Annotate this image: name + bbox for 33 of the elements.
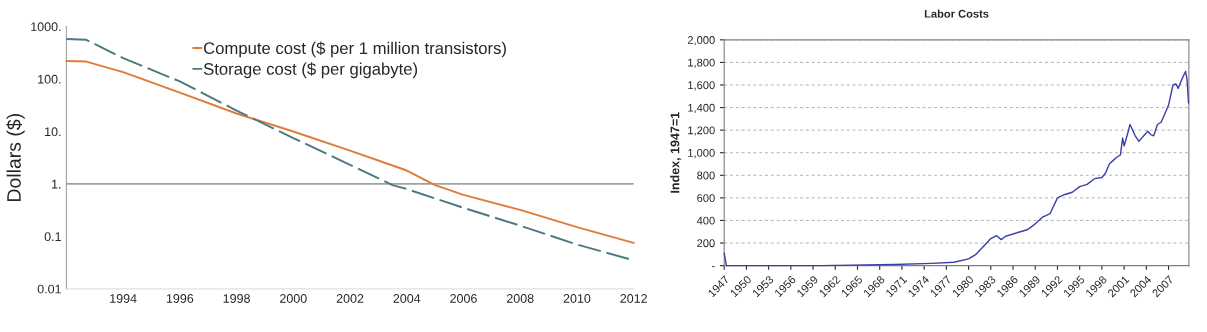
y-tick-label: 800: [697, 171, 715, 180]
x-tick-label: 1994: [110, 294, 137, 303]
y-tick-label: 600: [697, 194, 715, 203]
x-tick-label: 2008: [506, 294, 534, 303]
y-axis-title: Dollars ($): [6, 114, 25, 201]
y-tick-label: 1,000: [688, 148, 715, 159]
x-tick-label: 2012: [620, 294, 647, 303]
chart-title: Labor Costs: [924, 9, 989, 18]
legend-label: Storage cost ($ per gigabyte): [203, 62, 418, 79]
y-tick-label: 0.01: [37, 284, 61, 294]
legend-label: Compute cost ($ per 1 million transistors): [203, 41, 506, 58]
y-tick-label: -: [711, 266, 715, 268]
x-tick-label: 2000: [280, 294, 307, 303]
y-axis-title: Index, 1947=1: [670, 112, 682, 193]
x-tick-label: 2004: [393, 294, 421, 303]
y-tick-label: 2,000: [687, 36, 715, 46]
y-tick-label: 1,400: [688, 103, 715, 114]
y-tick-label: 1,200: [688, 126, 715, 136]
x-tick-label: 2010: [563, 294, 591, 303]
line-series: [65, 60, 635, 244]
y-tick-label: 100.: [38, 74, 61, 84]
y-tick-label: 1,600: [688, 81, 715, 91]
x-tick-label: 1998: [223, 294, 250, 303]
y-tick-label: 10.: [45, 127, 61, 137]
x-tick-label: 2002: [336, 294, 364, 303]
y-tick-label: 1.: [52, 179, 61, 189]
y-tick-label: 200: [697, 239, 715, 248]
y-tick-label: 1,800: [688, 58, 715, 68]
y-tick-label: 400: [696, 216, 715, 225]
x-tick-label: 2006: [450, 294, 477, 303]
x-tick-label: 1996: [166, 294, 194, 303]
y-tick-label: 1000.: [31, 22, 61, 32]
y-tick-label: 0.1: [44, 232, 61, 242]
